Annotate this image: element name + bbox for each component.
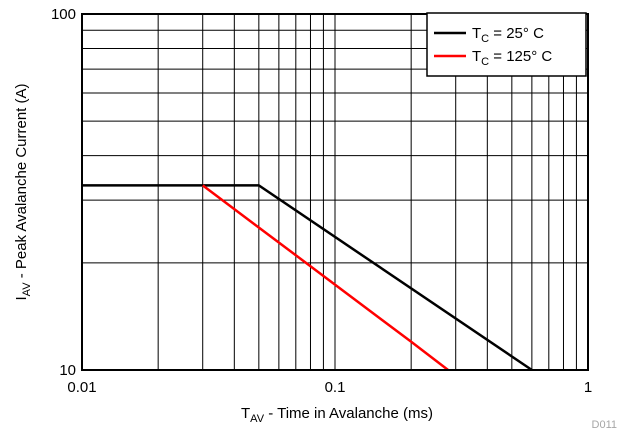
y-tick-label: 100 [51, 6, 76, 23]
series-lines [82, 184, 533, 372]
x-axis-label: TAV - Time in Avalanche (ms) [241, 405, 433, 425]
legend: TC = 25° C TC = 125° C [426, 12, 587, 77]
series-line-0 [82, 184, 533, 372]
plot-frame [81, 13, 589, 371]
legend-label-tc-25: TC = 25° C [472, 25, 544, 45]
x-tick-label: 0.01 [67, 379, 96, 396]
legend-label-tc-125: TC = 125° C [472, 48, 552, 68]
legend-box [426, 12, 587, 77]
series-line-1 [201, 184, 449, 371]
figure-id: D011 [592, 419, 617, 431]
y-tick-label: 10 [59, 362, 76, 379]
y-axis-label: IAV - Peak Avalanche Current (A) [13, 83, 33, 300]
x-tick-label: 1 [584, 379, 592, 396]
x-tick-label: 0.1 [325, 379, 346, 396]
tick-labels: 0.01 0.1 1 10 100 [51, 6, 592, 396]
